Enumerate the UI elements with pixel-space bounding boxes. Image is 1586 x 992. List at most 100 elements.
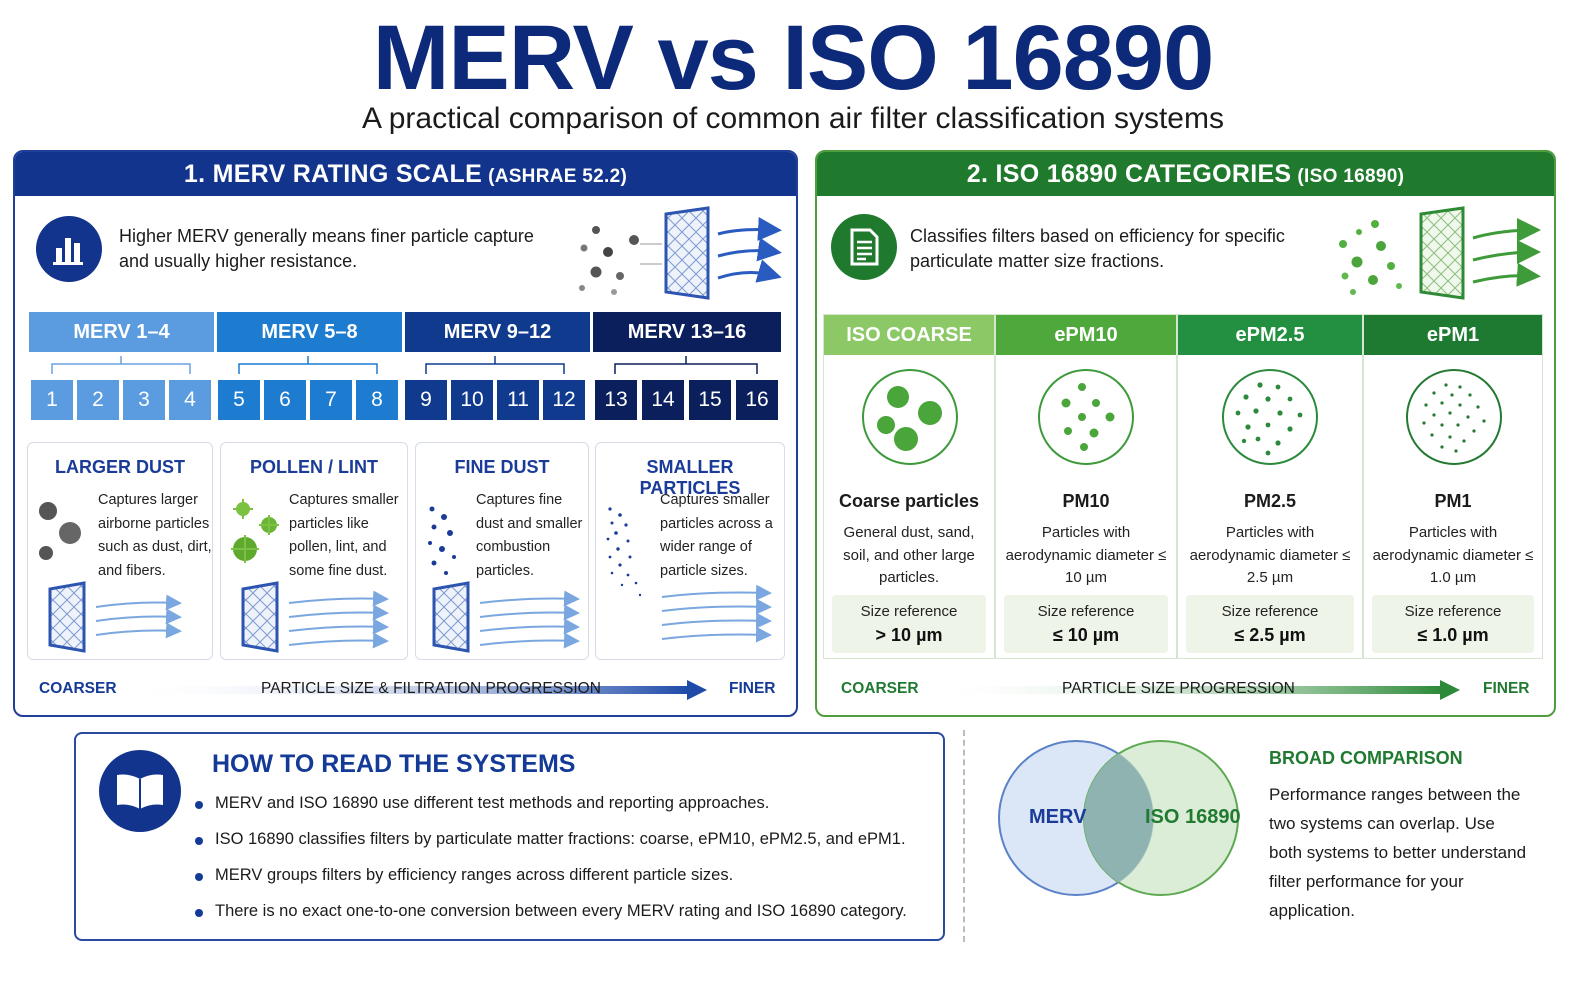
card-text: Captures fine dust and smaller combustio… bbox=[476, 492, 583, 579]
iso-column-header: ePM10 bbox=[996, 315, 1176, 355]
pm10-particles-icon bbox=[1038, 369, 1134, 465]
filter-airflow-icon bbox=[432, 581, 580, 653]
iso-category-name: PM2.5 bbox=[1243, 491, 1297, 511]
size-reference-value: > 10 µm bbox=[875, 625, 943, 645]
iso-category-description: Particles with aerodynamic diameter ≤ 10… bbox=[1005, 524, 1167, 586]
merv-number-13: 13 bbox=[595, 380, 637, 420]
filter-airflow-illustration bbox=[1339, 206, 1541, 300]
filter-airflow-icon bbox=[48, 581, 182, 653]
card-text: Captures larger airborne particles such … bbox=[98, 492, 212, 579]
bar-chart-icon bbox=[36, 216, 102, 282]
iso-progression-right: FINER bbox=[1483, 680, 1530, 697]
iso-size-reference: Size reference ≤ 1.0 µm bbox=[1372, 595, 1534, 653]
iso-intro-text: Classifies filters based on efficiency f… bbox=[910, 226, 1285, 271]
merv-number-4: 4 bbox=[169, 380, 211, 420]
iso-panel: 2. ISO 16890 CATEGORIES (ISO 16890) Class… bbox=[815, 150, 1556, 717]
merv-intro-text: Higher MERV generally means finer partic… bbox=[119, 226, 534, 271]
size-reference-label: Size reference bbox=[860, 603, 958, 620]
merv-range-5-8: MERV 5–8 bbox=[217, 312, 402, 352]
merv-number-15: 15 bbox=[689, 380, 731, 420]
document-icon bbox=[831, 214, 897, 280]
airflow-arrows-icon bbox=[661, 584, 772, 643]
iso-column-coarse: ISO COARSE Coarse particles General dust… bbox=[823, 314, 995, 659]
merv-progression-arrow bbox=[127, 680, 707, 700]
card-title: POLLEN / LINT bbox=[250, 457, 378, 477]
size-reference-label: Size reference bbox=[1404, 603, 1502, 620]
range-brackets bbox=[51, 356, 758, 374]
iso-category-name: PM1 bbox=[1434, 491, 1472, 511]
how-to-read-box: HOW TO READ THE SYSTEMS MERV and ISO 168… bbox=[74, 732, 945, 941]
iso-progression-left: COARSER bbox=[841, 680, 919, 697]
merv-number-14: 14 bbox=[642, 380, 684, 420]
card-text: Captures smaller particles like pollen, … bbox=[289, 492, 399, 579]
section-divider bbox=[963, 730, 965, 942]
venn-label-merv: MERV bbox=[1029, 806, 1087, 828]
page-title: MERV vs ISO 16890 bbox=[372, 7, 1214, 109]
iso-progression-center: PARTICLE SIZE PROGRESSION bbox=[1062, 680, 1295, 697]
merv-range-9-12: MERV 9–12 bbox=[405, 312, 590, 352]
iso-size-reference: Size reference ≤ 10 µm bbox=[1004, 595, 1168, 653]
merv-progression-right: FINER bbox=[729, 680, 776, 697]
iso-size-reference: Size reference ≤ 2.5 µm bbox=[1186, 595, 1354, 653]
merv-number-5: 5 bbox=[218, 380, 260, 420]
iso-column-epm1: ePM1 PM1 Particles with aerodynamic diam… bbox=[1363, 314, 1543, 659]
fine-dust-particles-icon bbox=[428, 506, 456, 575]
how-to-read-bullet: There is no exact one-to-one conversion … bbox=[195, 902, 907, 920]
how-to-read-bullet: MERV groups filters by efficiency ranges… bbox=[194, 866, 734, 884]
how-to-read-bullet: MERV and ISO 16890 use different test me… bbox=[194, 794, 770, 812]
venn-label-iso: ISO 16890 bbox=[1145, 806, 1241, 828]
card-title: FINE DUST bbox=[454, 457, 550, 477]
merv-range-1-4: MERV 1–4 bbox=[29, 312, 214, 352]
merv-progression-left: COARSER bbox=[39, 680, 117, 697]
merv-number-8: 8 bbox=[356, 380, 398, 420]
iso-column-epm10: ePM10 PM10 Particles with aerodynamic di… bbox=[995, 314, 1177, 659]
broad-comparison-text: Performance ranges between the two syste… bbox=[1269, 785, 1527, 920]
coarse-particles-icon bbox=[862, 369, 958, 465]
merv-number-9: 9 bbox=[405, 380, 447, 420]
card-title: SMALLER PARTICLES bbox=[639, 457, 741, 498]
merv-range-13-16: MERV 13–16 bbox=[593, 312, 781, 352]
merv-number-3: 3 bbox=[123, 380, 165, 420]
pm2-5-particles-icon bbox=[1222, 369, 1318, 465]
size-reference-label: Size reference bbox=[1037, 603, 1135, 620]
iso-category-name: Coarse particles bbox=[838, 491, 980, 511]
iso-column-header: ePM2.5 bbox=[1178, 315, 1362, 355]
small-particles-icon bbox=[606, 507, 642, 597]
page-subtitle: A practical comparison of common air fil… bbox=[362, 102, 1224, 135]
merv-card-pollen-lint: POLLEN / LINT Captures smaller particles… bbox=[220, 442, 408, 660]
iso-column-epm2-5: ePM2.5 PM2.5 Particles with aerodynamic … bbox=[1177, 314, 1363, 659]
size-reference-value: ≤ 1.0 µm bbox=[1417, 625, 1489, 645]
iso-panel-header: 2. ISO 16890 CATEGORIES (ISO 16890) bbox=[817, 152, 1554, 196]
merv-panel: 1. MERV RATING SCALE (ASHRAE 52.2) Higher… bbox=[13, 150, 798, 717]
iso-column-header: ISO COARSE bbox=[824, 315, 994, 355]
merv-number-16: 16 bbox=[736, 380, 778, 420]
merv-number-12: 12 bbox=[543, 380, 585, 420]
how-to-read-title: HOW TO READ THE SYSTEMS bbox=[212, 750, 576, 778]
broad-comparison-title: BROAD COMPARISON bbox=[1269, 748, 1463, 768]
merv-number-11: 11 bbox=[497, 380, 539, 420]
merv-number-2: 2 bbox=[77, 380, 119, 420]
iso-progression-arrow bbox=[927, 680, 1460, 700]
size-reference-label: Size reference bbox=[1221, 603, 1319, 620]
merv-number-6: 6 bbox=[264, 380, 306, 420]
open-book-icon bbox=[99, 750, 181, 832]
card-text: Captures smaller particles across a wide… bbox=[660, 492, 773, 579]
filter-airflow-illustration bbox=[579, 206, 782, 300]
iso-category-description: General dust, sand, soil, and other larg… bbox=[843, 524, 975, 586]
iso-category-description: Particles with aerodynamic diameter ≤ 2.… bbox=[1189, 524, 1351, 586]
iso-column-header: ePM1 bbox=[1364, 315, 1542, 355]
iso-category-description: Particles with aerodynamic diameter ≤ 1.… bbox=[1372, 524, 1534, 586]
how-to-read-bullet: ISO 16890 classifies filters by particul… bbox=[195, 830, 906, 848]
merv-number-10: 10 bbox=[451, 380, 493, 420]
pollen-particles-icon bbox=[231, 499, 279, 563]
merv-number-1: 1 bbox=[31, 380, 73, 420]
merv-progression-center: PARTICLE SIZE & FILTRATION PROGRESSION bbox=[261, 680, 601, 697]
merv-card-smaller-particles: SMALLER PARTICLES Captures smaller parti… bbox=[595, 442, 785, 660]
merv-panel-header: 1. MERV RATING SCALE (ASHRAE 52.2) bbox=[15, 152, 796, 196]
merv-card-fine-dust: FINE DUST Captures fine dust and smaller… bbox=[415, 442, 589, 660]
large-dust-particles-icon bbox=[39, 502, 81, 560]
iso-header-main: 2. ISO 16890 CATEGORIES bbox=[966, 160, 1292, 188]
card-title: LARGER DUST bbox=[55, 457, 185, 477]
iso-size-reference: Size reference > 10 µm bbox=[832, 595, 986, 653]
pm1-particles-icon bbox=[1406, 369, 1502, 465]
